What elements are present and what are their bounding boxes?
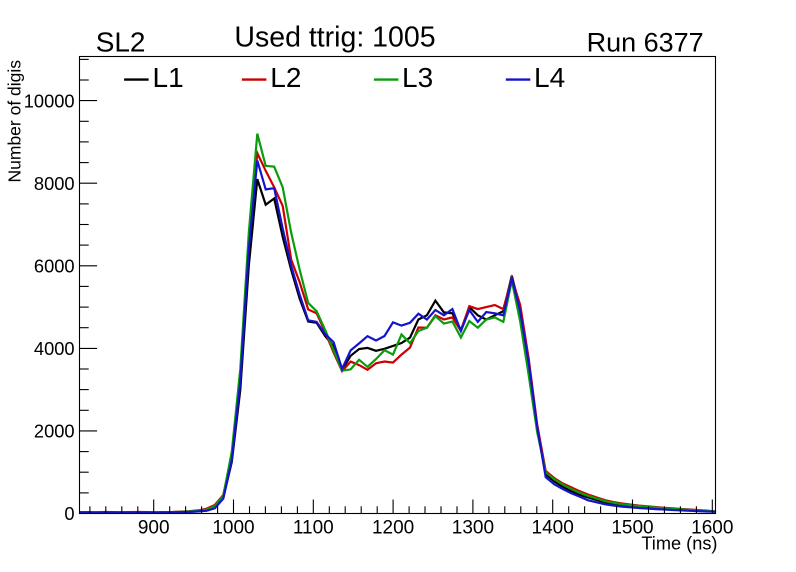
svg-text:L1: L1 bbox=[153, 62, 184, 93]
svg-text:1500: 1500 bbox=[611, 518, 653, 539]
svg-text:Time (ns): Time (ns) bbox=[641, 534, 717, 554]
svg-text:1600: 1600 bbox=[691, 518, 733, 539]
svg-text:8000: 8000 bbox=[34, 173, 75, 194]
svg-text:2000: 2000 bbox=[34, 421, 75, 442]
svg-text:6000: 6000 bbox=[34, 256, 75, 277]
svg-text:900: 900 bbox=[138, 518, 170, 539]
svg-text:Run 6377: Run 6377 bbox=[587, 27, 704, 57]
svg-text:1000: 1000 bbox=[212, 518, 254, 539]
svg-text:L2: L2 bbox=[270, 62, 301, 93]
svg-text:Used ttrig: 1005: Used ttrig: 1005 bbox=[234, 22, 435, 54]
svg-text:L3: L3 bbox=[402, 62, 433, 93]
svg-text:1200: 1200 bbox=[372, 518, 414, 539]
svg-text:1100: 1100 bbox=[293, 518, 334, 539]
svg-text:0: 0 bbox=[64, 503, 74, 524]
svg-text:1300: 1300 bbox=[452, 518, 494, 539]
svg-text:Number of digis: Number of digis bbox=[5, 60, 25, 183]
svg-text:10000: 10000 bbox=[24, 90, 75, 111]
svg-text:L4: L4 bbox=[534, 62, 565, 93]
svg-text:1400: 1400 bbox=[532, 518, 574, 539]
svg-text:4000: 4000 bbox=[34, 338, 75, 359]
svg-text:SL2: SL2 bbox=[96, 26, 146, 57]
